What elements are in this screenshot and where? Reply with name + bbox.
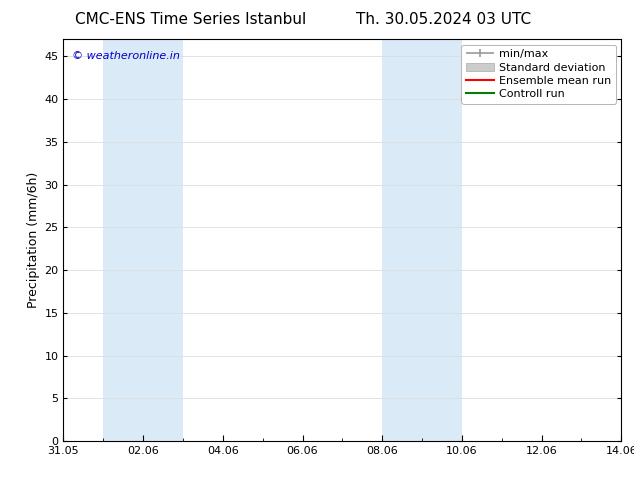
Text: © weatheronline.in: © weatheronline.in	[72, 51, 179, 61]
Text: CMC-ENS Time Series Istanbul: CMC-ENS Time Series Istanbul	[75, 12, 306, 27]
Y-axis label: Precipitation (mm/6h): Precipitation (mm/6h)	[27, 172, 40, 308]
Bar	[103, 39, 183, 441]
Bar	[382, 39, 462, 441]
Text: Th. 30.05.2024 03 UTC: Th. 30.05.2024 03 UTC	[356, 12, 531, 27]
Legend: min/max, Standard deviation, Ensemble mean run, Controll run: min/max, Standard deviation, Ensemble me…	[462, 45, 616, 104]
